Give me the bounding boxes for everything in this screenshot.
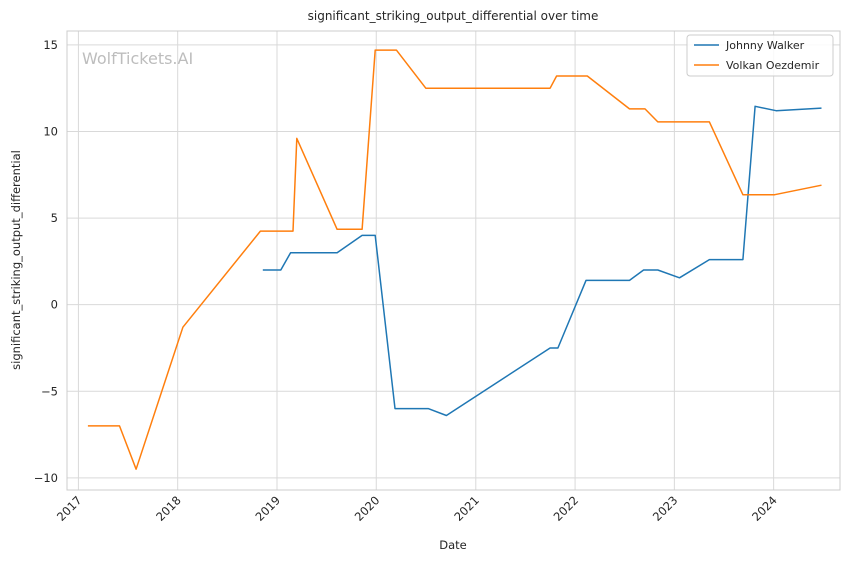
legend: Johnny Walker Volkan Oezdemir bbox=[686, 34, 834, 77]
x-axis-label: Date bbox=[439, 538, 467, 552]
y-axis-label: significant_striking_output_differential bbox=[9, 150, 23, 370]
y-tick-label: −5 bbox=[41, 384, 58, 398]
legend-label-volkan-oezdemir: Volkan Oezdemir bbox=[726, 59, 820, 72]
legend-label-johnny-walker: Johnny Walker bbox=[725, 39, 805, 52]
y-tick-label: 0 bbox=[51, 298, 58, 312]
chart-title: significant_striking_output_differential… bbox=[308, 9, 599, 23]
y-tick-label: 15 bbox=[43, 38, 58, 52]
legend-box bbox=[686, 34, 834, 77]
y-tick-label: 10 bbox=[43, 124, 58, 138]
series-line-volkan-oezdemir bbox=[87, 49, 822, 470]
y-tick-label: 5 bbox=[51, 211, 58, 225]
series-line-johnny-walker bbox=[262, 105, 822, 417]
watermark: WolfTickets.AI bbox=[82, 49, 193, 68]
series-lines bbox=[87, 49, 822, 470]
y-tick-labels: −10 −5 0 5 10 15 bbox=[34, 38, 58, 485]
y-tick-label: −10 bbox=[34, 471, 58, 485]
plot-area-frame bbox=[66, 30, 841, 491]
